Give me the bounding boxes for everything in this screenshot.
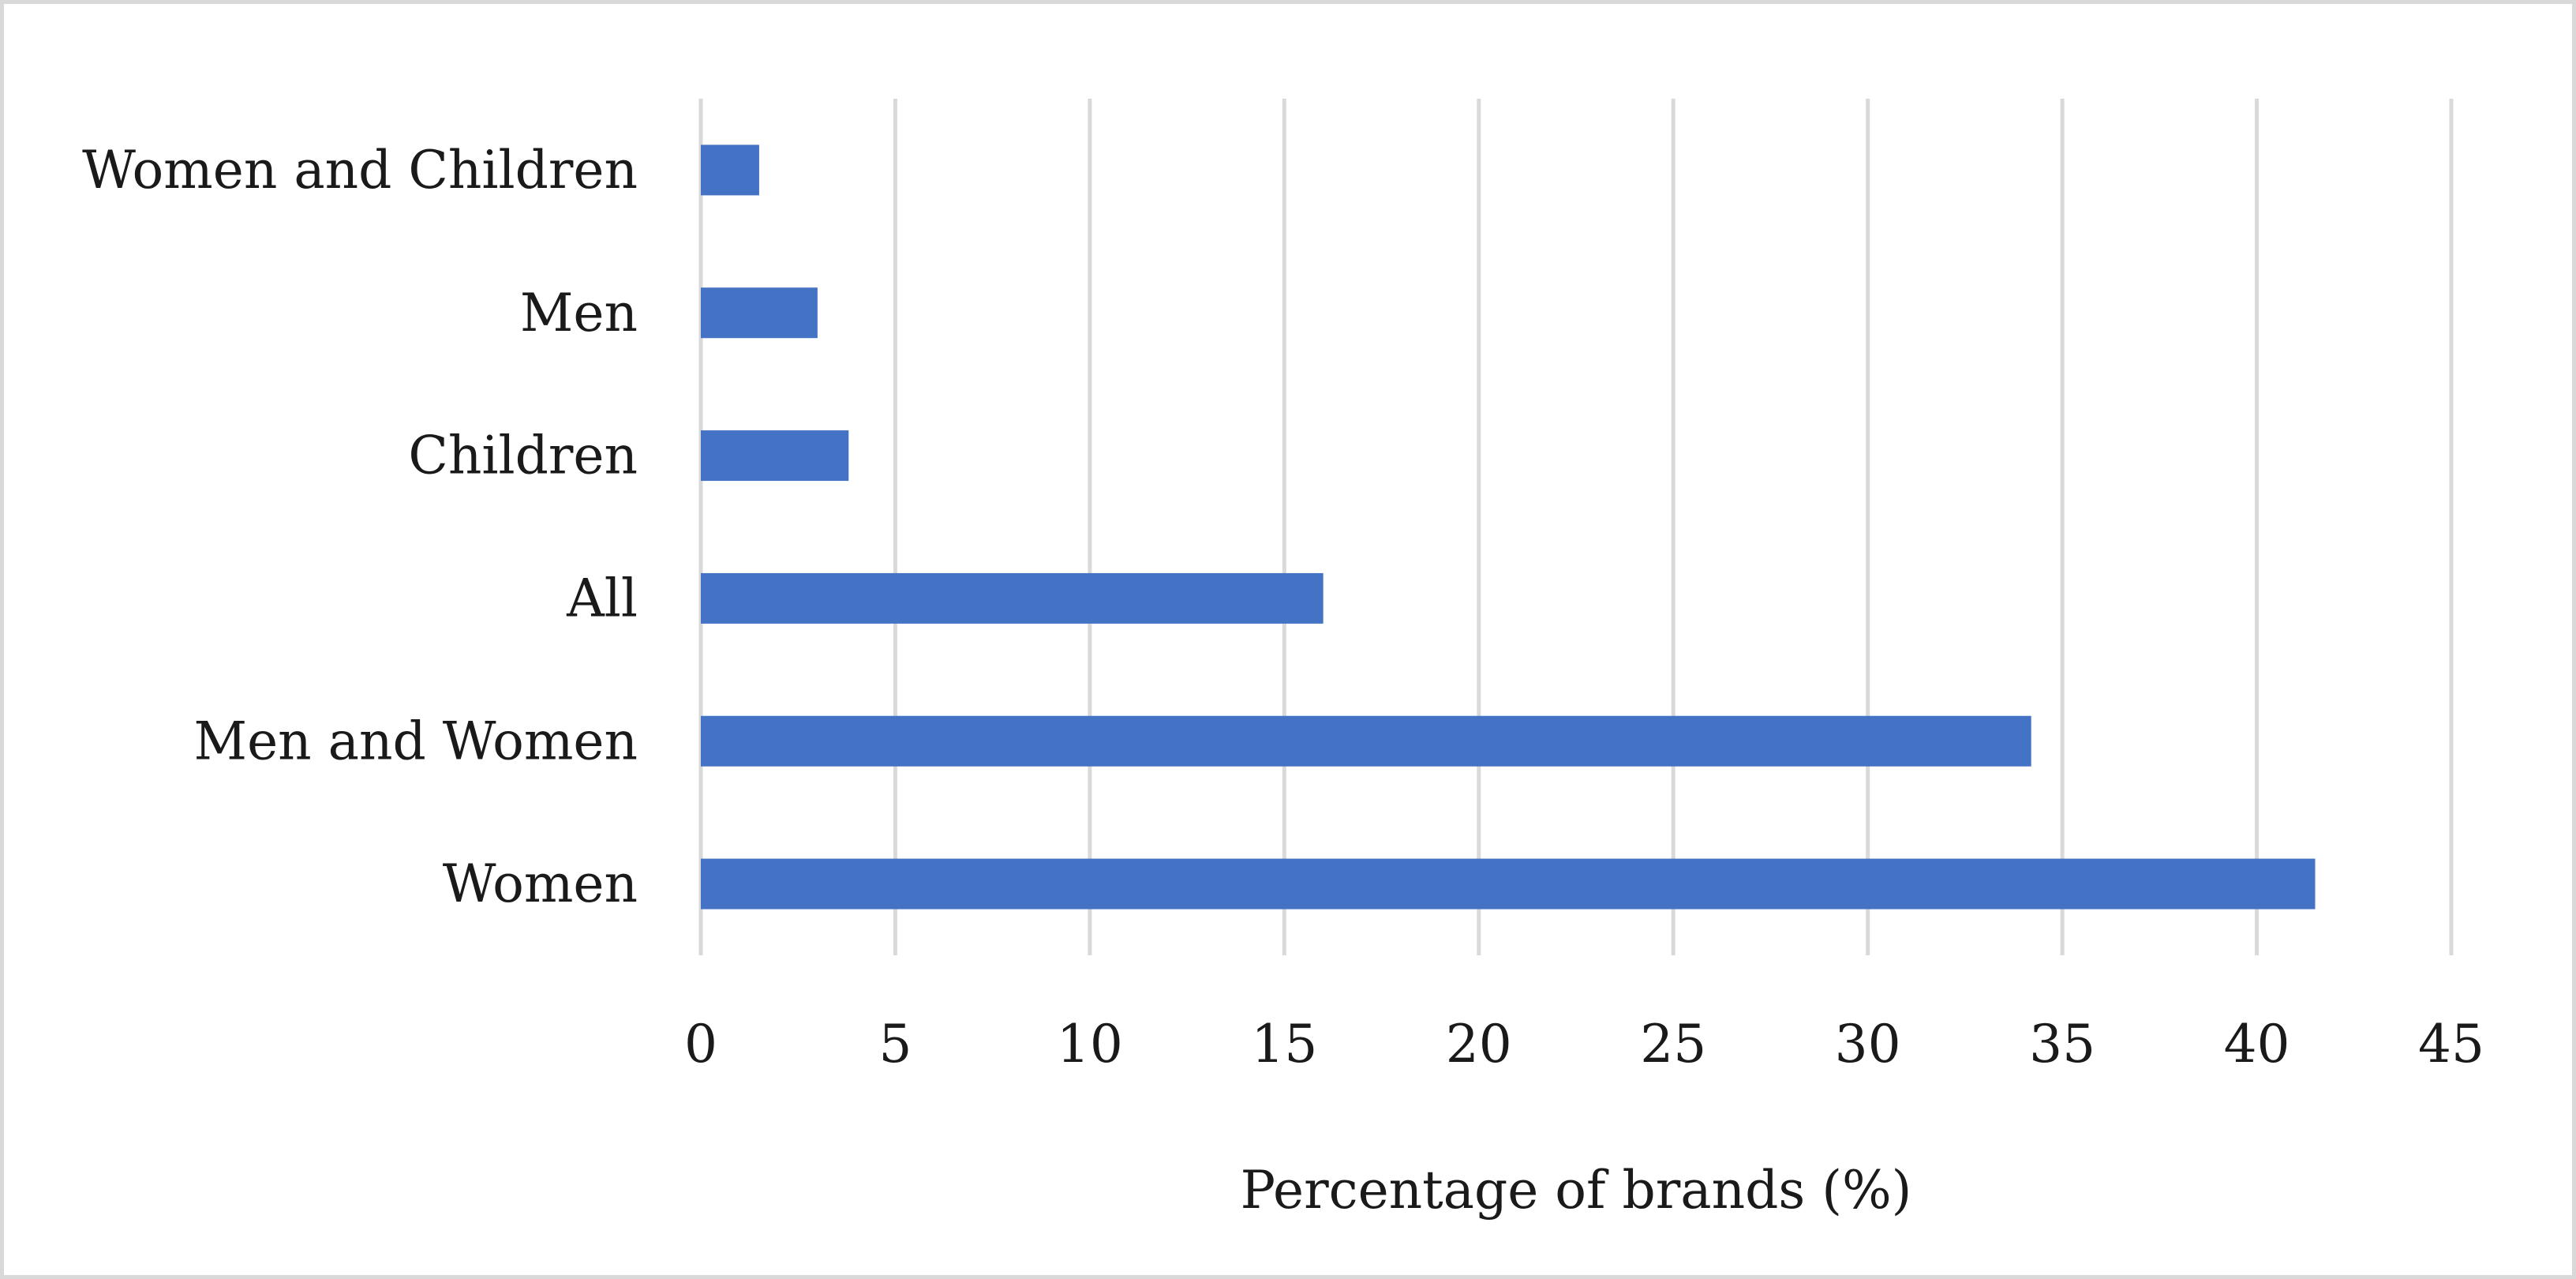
x-tick-label-10: 10 [1057, 1014, 1123, 1075]
bar-women [701, 858, 2316, 910]
category-label-women: Women [443, 853, 638, 914]
category-label-all: All [566, 568, 638, 628]
category-label-women-and-children: Women and Children [82, 140, 638, 201]
x-tick-label-30: 30 [1835, 1014, 1901, 1075]
category-label-men-and-women: Men and Women [194, 711, 638, 771]
category-label-children: Children [408, 426, 638, 486]
bar-men-and-women [701, 715, 2031, 767]
category-labels: Women Men and Women All Children Men Women an… [82, 140, 638, 914]
category-label-men: Men [520, 283, 638, 343]
x-axis-title: Percentage of brands (%) [1241, 1160, 1912, 1221]
x-tick-label-45: 45 [2418, 1014, 2484, 1075]
x-tick-label-20: 20 [1446, 1014, 1512, 1075]
x-tick-label-35: 35 [2029, 1014, 2095, 1075]
x-tick-label-0: 0 [684, 1014, 717, 1075]
bars [701, 144, 2316, 910]
x-tick-label-15: 15 [1251, 1014, 1317, 1075]
x-tick-label-40: 40 [2224, 1014, 2290, 1075]
bar-all [701, 572, 1324, 624]
x-tick-label-25: 25 [1640, 1014, 1706, 1075]
x-tick-labels: 0 5 10 15 20 25 30 35 40 45 [684, 1014, 2484, 1075]
bar-children [701, 430, 849, 482]
gridlines [698, 99, 2454, 955]
bar-women-and-children [701, 144, 759, 196]
x-tick-label-5: 5 [878, 1014, 912, 1075]
bar-men [701, 287, 818, 339]
